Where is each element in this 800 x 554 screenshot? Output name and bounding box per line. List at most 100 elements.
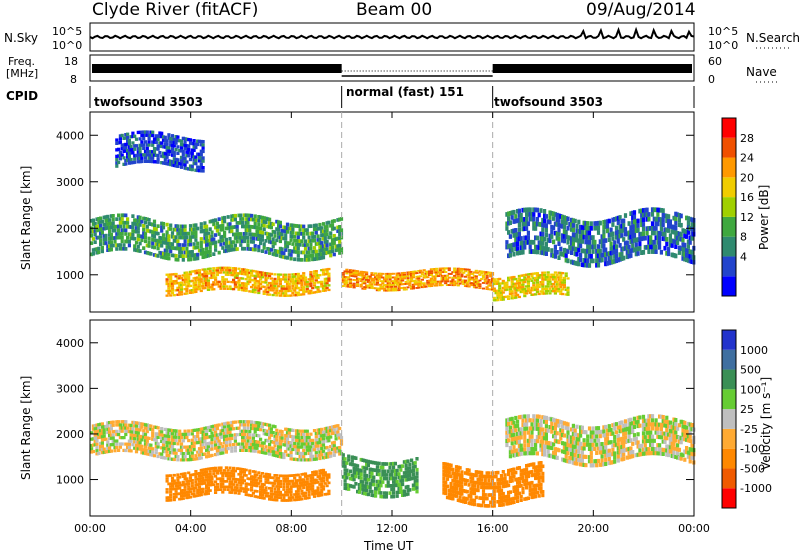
velocity-echo-cell xyxy=(199,440,203,444)
power-echo-cell xyxy=(535,283,539,286)
velocity-echo-cell xyxy=(113,449,117,453)
velocity-echo-cell xyxy=(356,489,360,494)
power-echo-cell xyxy=(259,215,263,220)
power-echo-cell xyxy=(336,236,340,241)
power-echo-cell xyxy=(126,135,130,140)
power-echo-cell xyxy=(93,229,97,233)
power-echo-cell xyxy=(185,153,189,158)
velocity-echo-cell xyxy=(383,469,387,474)
power-echo-cell xyxy=(640,222,644,228)
velocity-echo-cell xyxy=(187,496,191,499)
power-echo-cell xyxy=(573,246,577,252)
velocity-echo-cell xyxy=(129,427,133,431)
power-echo-cell xyxy=(143,231,148,236)
power-echo-cell xyxy=(674,225,678,231)
power-echo-cell xyxy=(377,287,381,290)
velocity-echo-cell xyxy=(244,490,248,494)
power-echo-cell xyxy=(436,275,441,277)
velocity-echo-cell xyxy=(214,480,218,484)
power-echo-cell xyxy=(586,235,590,240)
power-echo-cell xyxy=(422,286,426,288)
power-echo-cell xyxy=(167,275,171,279)
velocity-echo-cell xyxy=(250,488,254,492)
velocity-echo-cell xyxy=(241,470,245,474)
velocity-echo-cell xyxy=(244,474,248,477)
power-echo-cell xyxy=(688,258,692,264)
power-echo-cell xyxy=(99,227,103,232)
power-echo-cell xyxy=(559,281,563,284)
power-echo-cell xyxy=(555,212,559,218)
power-echo-cell xyxy=(318,256,322,261)
velocity-echo-cell xyxy=(147,424,151,428)
power-echo-cell xyxy=(320,252,324,256)
velocity-echo-cell xyxy=(161,443,166,447)
velocity-echo-cell xyxy=(284,433,288,438)
power-echo-cell xyxy=(117,154,121,158)
power-echo-cell xyxy=(544,214,548,219)
velocity-echo-cell xyxy=(361,484,365,488)
velocity-echo-cell xyxy=(311,457,315,462)
velocity-echo-cell xyxy=(185,435,189,440)
power-echo-cell xyxy=(352,286,356,289)
velocity-echo-cell xyxy=(179,436,184,440)
velocity-echo-cell xyxy=(208,472,212,476)
velocity-echo-cell xyxy=(226,469,230,472)
velocity-echo-cell xyxy=(93,427,97,431)
power-colorbar-tick: 24 xyxy=(740,152,754,165)
power-echo-cell xyxy=(417,286,421,289)
velocity-echo-cell xyxy=(174,432,178,436)
power-echo-cell xyxy=(679,236,683,242)
power-echo-cell xyxy=(300,286,304,289)
velocity-echo-cell xyxy=(291,474,295,477)
velocity-echo-cell xyxy=(224,431,228,435)
power-echo-cell xyxy=(115,247,119,251)
power-echo-cell xyxy=(309,277,313,281)
power-echo-cell xyxy=(275,253,279,257)
power-echo-cell xyxy=(138,160,142,164)
power-echo-cell xyxy=(311,231,315,236)
velocity-echo-cell xyxy=(338,452,342,456)
velocity-echo-cell xyxy=(259,493,263,497)
power-echo-cell xyxy=(530,272,534,276)
velocity-echo-cell xyxy=(323,430,327,434)
power-echo-cell xyxy=(462,268,466,271)
velocity-echo-cell xyxy=(194,457,198,461)
power-echo-cell xyxy=(196,142,200,147)
power-echo-cell xyxy=(142,130,146,134)
velocity-echo-cell xyxy=(95,439,99,443)
power-echo-cell xyxy=(523,294,527,298)
power-echo-cell xyxy=(178,277,182,280)
velocity-echo-cell xyxy=(260,485,264,489)
power-echo-cell xyxy=(445,274,450,277)
power-echo-cell xyxy=(91,237,95,241)
velocity-echo-cell xyxy=(228,437,232,441)
power-echo-cell xyxy=(194,269,198,273)
power-echo-cell xyxy=(447,276,451,279)
velocity-echo-cell xyxy=(165,434,169,438)
power-echo-cell xyxy=(399,283,403,286)
velocity-echo-cell xyxy=(287,428,291,432)
velocity-echo-cell xyxy=(205,492,209,496)
power-echo-cell xyxy=(91,218,95,223)
power-echo-cell xyxy=(460,273,464,276)
velocity-echo-cell xyxy=(147,427,151,431)
power-echo-cell xyxy=(136,215,140,219)
power-echo-cell xyxy=(508,248,512,253)
power-echo-cell xyxy=(399,279,403,282)
velocity-echo-cell xyxy=(230,446,234,450)
freq-panel xyxy=(89,54,695,82)
power-echo-cell xyxy=(413,272,417,275)
velocity-echo-cell xyxy=(232,472,236,475)
power-echo-cell xyxy=(307,278,311,281)
power-echo-cell xyxy=(109,247,113,252)
power-echo-cell xyxy=(379,274,383,277)
power-echo-cell xyxy=(273,241,277,246)
power-echo-cell xyxy=(661,231,665,237)
power-echo-cell xyxy=(190,168,194,172)
power-echo-cell xyxy=(440,280,444,283)
power-echo-cell xyxy=(546,283,550,286)
velocity-echo-cell xyxy=(363,488,367,492)
power-echo-cell xyxy=(521,221,525,227)
velocity-echo-cell xyxy=(134,434,139,438)
velocity-echo-cell xyxy=(338,446,342,450)
